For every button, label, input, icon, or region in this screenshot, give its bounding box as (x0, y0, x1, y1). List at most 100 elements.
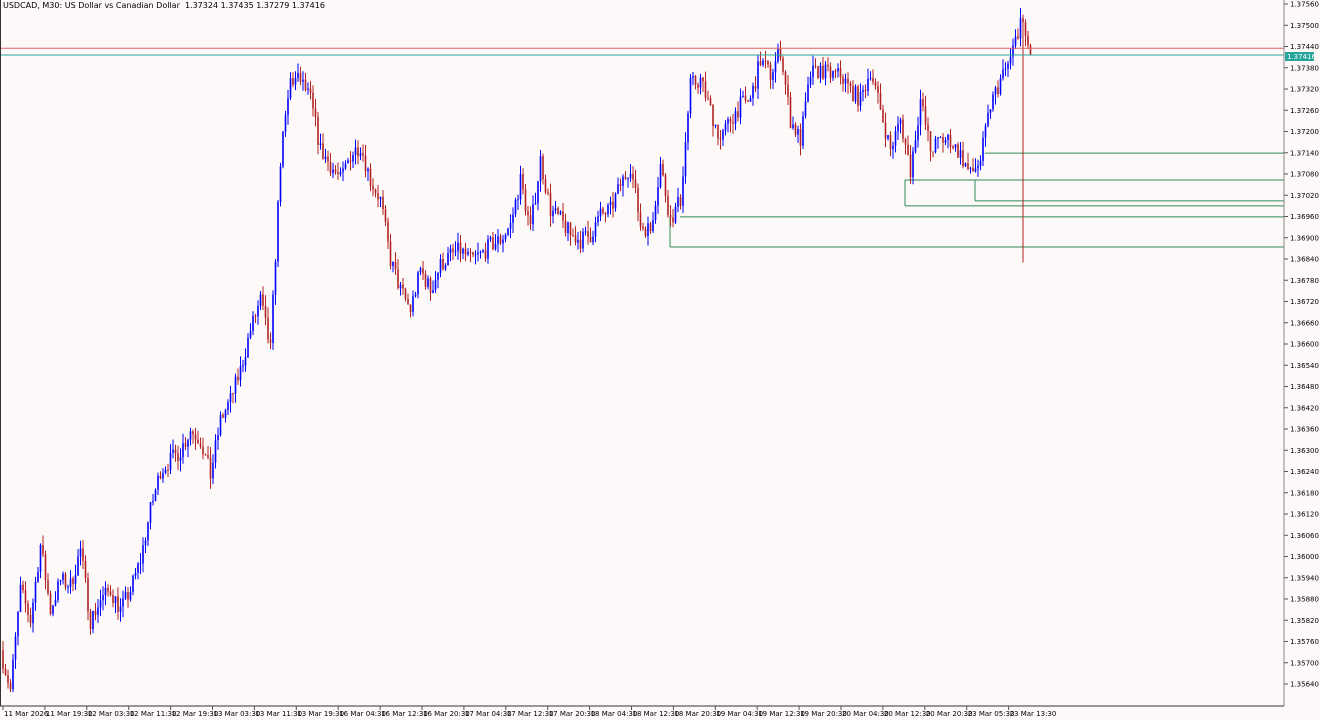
candle (314, 98, 317, 127)
candle-body (374, 189, 377, 194)
candle (409, 304, 412, 318)
candle-body (699, 77, 702, 88)
candle-body (547, 192, 549, 194)
x-tick-label: 20 Mar 12:30 (884, 710, 931, 718)
candle-body (852, 85, 854, 102)
candle-body (2, 650, 4, 669)
candle-body (634, 179, 637, 188)
candle (819, 62, 822, 83)
candle (769, 61, 772, 89)
candle (297, 63, 299, 82)
candle-body (619, 184, 622, 187)
price-axis[interactable]: 1.37560 1.37500 1.37440 1.37380 1.37320 1.372… (1284, 1, 1319, 689)
candle (509, 214, 512, 239)
candle-body (897, 124, 899, 132)
y-tick-label: 1.36840 (1290, 256, 1319, 264)
candle (47, 573, 49, 596)
candle-body (599, 208, 602, 217)
candle (764, 50, 767, 69)
y-tick-label: 1.36540 (1290, 362, 1319, 370)
candle (512, 207, 514, 234)
candle-body (974, 168, 977, 172)
candle (74, 564, 77, 590)
candle-body (487, 239, 489, 259)
candle-body (427, 278, 429, 287)
candle (434, 271, 437, 293)
candle (302, 71, 304, 91)
candle-body (189, 431, 192, 440)
candle-body (732, 122, 734, 124)
candle (199, 437, 202, 449)
candle (92, 610, 94, 634)
candle (779, 40, 782, 61)
candle (987, 104, 989, 128)
candle (974, 158, 977, 173)
candle (584, 226, 587, 236)
candle (562, 203, 564, 228)
candle (99, 589, 102, 617)
candle (682, 166, 684, 214)
candle (112, 589, 114, 608)
candle-body (797, 129, 799, 135)
candle (252, 311, 254, 336)
candle-body (509, 222, 512, 229)
candle (662, 159, 664, 177)
candle (847, 72, 849, 94)
candle (894, 126, 897, 153)
candle-body (917, 125, 919, 141)
candle-body (77, 556, 79, 576)
candle (767, 59, 769, 68)
candle (604, 211, 607, 223)
candle (279, 162, 282, 207)
candle (784, 70, 787, 95)
candle (17, 611, 19, 646)
candle (334, 165, 337, 175)
candle (117, 587, 119, 620)
candle-body (349, 160, 352, 162)
candle (722, 128, 724, 147)
candle (247, 333, 249, 358)
candle-body (394, 261, 397, 270)
candle (554, 200, 557, 214)
candle-body (922, 99, 924, 107)
candle-body (39, 545, 42, 572)
candle (802, 111, 804, 150)
candle-body (247, 337, 249, 358)
candle (1017, 28, 1019, 40)
candle (869, 71, 872, 81)
candle-body (172, 449, 174, 453)
candle (207, 445, 209, 460)
candle (607, 203, 609, 218)
candle (522, 168, 524, 195)
candle (407, 293, 409, 305)
candle (689, 73, 692, 119)
candle-body (984, 125, 987, 138)
candle-body (259, 294, 262, 307)
candle (482, 248, 484, 254)
candle-body (694, 76, 697, 85)
candle-body (719, 138, 722, 140)
candle-body (967, 163, 969, 169)
candle (857, 84, 859, 112)
candle-body (387, 221, 389, 242)
candle-body (42, 545, 44, 555)
candle (714, 124, 717, 129)
candle-body (782, 58, 784, 72)
candle (14, 632, 17, 669)
y-tick-label: 1.37380 (1290, 64, 1319, 72)
candle-body (729, 119, 732, 123)
candle-body (244, 357, 247, 366)
candle (294, 71, 297, 91)
candle-body (1027, 35, 1029, 46)
candle-body (337, 172, 339, 175)
candle-body (507, 228, 509, 235)
candle (489, 235, 492, 242)
candle-body (1019, 18, 1022, 39)
candle-body (389, 241, 392, 267)
candle (942, 133, 944, 153)
candle (962, 141, 964, 169)
candle-body (954, 144, 957, 148)
candle (749, 95, 752, 102)
